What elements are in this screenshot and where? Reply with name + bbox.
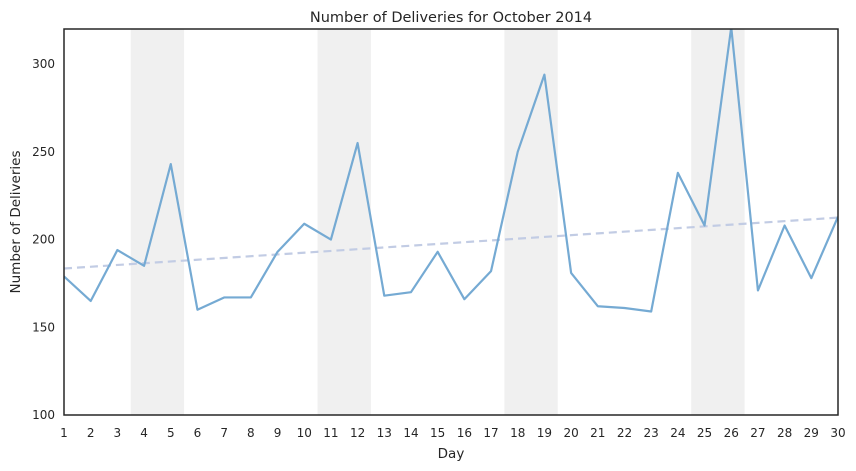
weekend-shade-band <box>691 29 745 415</box>
x-tick-label: 30 <box>830 426 845 440</box>
x-tick-label: 14 <box>403 426 418 440</box>
y-tick-label: 200 <box>32 233 55 247</box>
x-tick-label: 17 <box>483 426 498 440</box>
x-tick-label: 22 <box>617 426 632 440</box>
weekend-shade-band <box>317 29 371 415</box>
y-tick-label: 300 <box>32 57 55 71</box>
x-tick-label: 8 <box>247 426 255 440</box>
x-tick-label: 1 <box>60 426 68 440</box>
x-tick-label: 16 <box>457 426 472 440</box>
weekend-shade-band <box>504 29 558 415</box>
x-tick-label: 27 <box>750 426 765 440</box>
y-tick-label: 250 <box>32 145 55 159</box>
y-axis-label: Number of Deliveries <box>8 151 24 294</box>
weekend-shade-band <box>130 29 185 415</box>
x-tick-label: 28 <box>777 426 792 440</box>
x-tick-label: 3 <box>114 426 122 440</box>
x-tick-labels: 1 2 3 4 5 6 7 8 9 10 11 12 13 14 15 16 17 18 19 20 21 22 23 24 2… <box>60 426 845 440</box>
x-tick-label: 21 <box>590 426 605 440</box>
y-tick-labels: 100 150 200 250 300 <box>32 57 55 422</box>
x-axis-label: Day <box>438 446 465 462</box>
x-tick-label: 20 <box>563 426 578 440</box>
x-tick-label: 2 <box>87 426 95 440</box>
x-tick-label: 29 <box>804 426 819 440</box>
x-tick-label: 24 <box>670 426 685 440</box>
x-tick-label: 4 <box>140 426 148 440</box>
y-tick-label: 150 <box>32 320 55 334</box>
x-tick-label: 5 <box>167 426 175 440</box>
x-tick-label: 10 <box>297 426 312 440</box>
x-tick-label: 9 <box>274 426 282 440</box>
x-tick-label: 18 <box>510 426 525 440</box>
x-tick-label: 23 <box>644 426 659 440</box>
x-tick-label: 15 <box>430 426 445 440</box>
weekend-shading-layer <box>130 29 745 415</box>
x-tick-label: 12 <box>350 426 365 440</box>
x-tick-label: 13 <box>377 426 392 440</box>
chart-title: Number of Deliveries for October 2014 <box>310 10 592 26</box>
deliveries-line <box>64 29 838 313</box>
x-tick-label: 19 <box>537 426 552 440</box>
x-tick-label: 26 <box>724 426 739 440</box>
x-tick-label: 11 <box>323 426 338 440</box>
x-tick-label: 7 <box>220 426 228 440</box>
y-tick-label: 100 <box>32 408 55 422</box>
x-tick-label: 6 <box>194 426 202 440</box>
deliveries-line-layer <box>64 29 838 313</box>
x-tick-label: 25 <box>697 426 712 440</box>
axes-frame <box>63 28 839 416</box>
